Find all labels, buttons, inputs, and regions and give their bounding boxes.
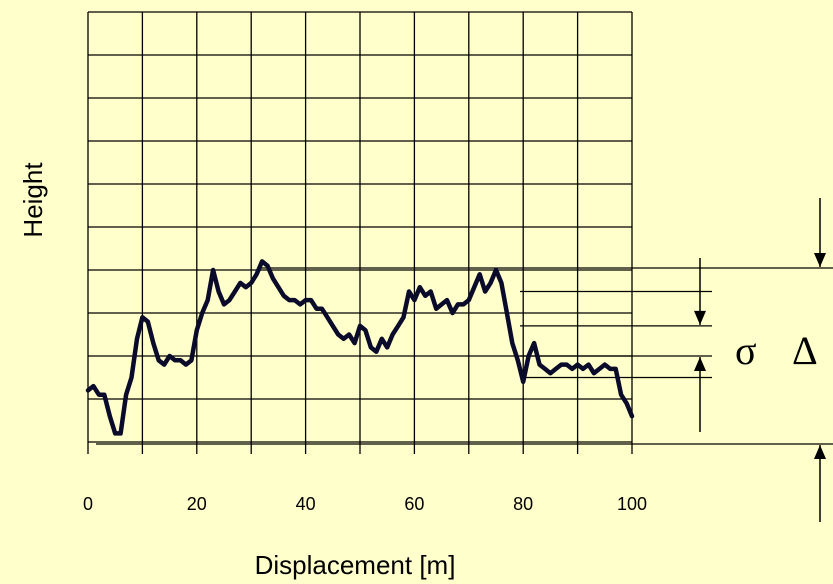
delta-arrow-down [814,198,826,267]
sigma-arrow-up [694,357,706,432]
x-tick-label: 80 [513,494,533,514]
y-axis-title: Height [18,162,48,238]
height-profile-line [85,259,635,436]
sigma-symbol: σ [735,328,757,373]
annotation-lines [96,198,833,522]
delta-symbol: Δ [792,328,818,373]
x-tick-label: 0 [83,494,93,514]
x-tick-label: 20 [187,494,207,514]
delta-arrow-up [814,445,826,522]
x-tick-label: 40 [296,494,316,514]
sigma-arrow-down [694,258,706,325]
x-tick-label: 100 [617,494,647,514]
x-tick-label: 60 [404,494,424,514]
chart-grid [87,11,633,454]
x-axis-title: Displacement [m] [255,550,456,580]
x-tick-labels: 0 20 40 60 80 100 [83,494,647,514]
